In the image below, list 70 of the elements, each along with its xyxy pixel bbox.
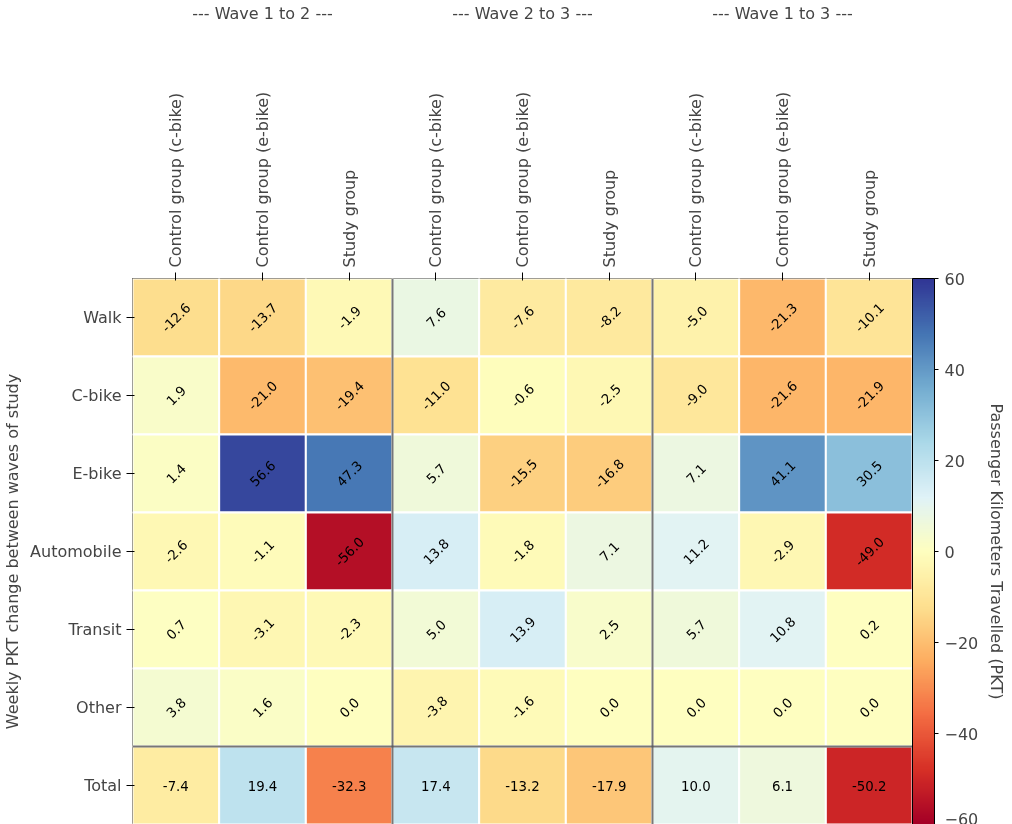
data-label: -2.9	[768, 537, 798, 567]
data-label: -1.6	[508, 693, 538, 723]
text: --- Wave 1 to 2 ---	[192, 3, 333, 23]
data-label: 0.0	[770, 695, 796, 721]
y-axis-title: Weekly PKT change between waves of study	[3, 373, 23, 730]
color-bar-label: −40	[944, 724, 979, 744]
y-tick-label: Other	[76, 698, 122, 717]
data-label: -17.9	[591, 778, 627, 794]
data-label: 0.2	[856, 617, 883, 643]
color-bar-label: −20	[944, 633, 979, 653]
text: --- Wave 2 to 3 ---	[452, 3, 593, 23]
x-tick-label: Control group (c-bike)	[426, 92, 446, 268]
data-label: -3.8	[421, 693, 451, 723]
x-tick-label: Control group (c-bike)	[686, 92, 706, 268]
y-tick-label: Total	[83, 776, 122, 795]
data-label: 0.0	[856, 695, 883, 721]
color-bar-title: Passenger Kilometers Travelled (PKT)	[986, 403, 1006, 700]
data-label: -5.0	[681, 303, 711, 333]
data-label: -7.6	[508, 303, 538, 333]
data-label: 1.6	[250, 695, 276, 721]
x-tick-label: Study group	[599, 169, 619, 268]
data-label: 7.1	[596, 539, 623, 565]
color-bar-label: 20	[944, 451, 965, 471]
data-label: 0.0	[683, 695, 709, 721]
data-label: 19.4	[247, 778, 278, 794]
data-label: -32.3	[331, 778, 367, 794]
x-tick-label: Control group (c-bike)	[166, 92, 186, 268]
x-tick-label: Control group (e-bike)	[513, 91, 532, 268]
data-label: 5.7	[683, 617, 709, 643]
y-tick-label: C-bike	[71, 386, 122, 405]
data-label: -7.4	[162, 778, 189, 794]
data-label: -2.3	[335, 615, 365, 645]
data-label: -8.2	[595, 303, 625, 333]
data-label: 17.4	[421, 778, 451, 794]
data-label: 5.7	[423, 461, 449, 487]
data-label: 0.0	[596, 695, 623, 721]
data-label: 1.9	[163, 383, 189, 409]
data-label: 5.0	[423, 617, 449, 643]
x-tick-label: Study group	[339, 169, 359, 268]
data-label: 3.8	[163, 695, 189, 721]
x-tick-label: Study group	[859, 169, 879, 268]
data-label: -1.9	[335, 303, 365, 333]
color-bar-label: 40	[944, 360, 965, 380]
color-bar-label: −60	[944, 809, 979, 824]
data-label: -50.2	[851, 778, 887, 794]
y-tick-label: Transit	[67, 620, 122, 639]
data-label: -2.6	[161, 537, 191, 567]
data-label: -1.1	[248, 537, 278, 567]
data-label: -9.0	[681, 381, 711, 411]
y-tick-label: Automobile	[30, 542, 122, 561]
color-bar-label: 0	[944, 542, 955, 562]
y-tick-label: Walk	[83, 308, 123, 327]
data-label: -1.8	[508, 537, 538, 567]
color-bar-label: 60	[944, 269, 965, 289]
data-label: -0.6	[508, 381, 538, 411]
data-label: 6.1	[771, 778, 794, 794]
x-tick-label: Control group (e-bike)	[773, 91, 792, 268]
text: --- Wave 1 to 3 ---	[712, 3, 853, 23]
data-label: 0.0	[336, 695, 363, 721]
data-label: -13.2	[505, 778, 540, 794]
data-label: 2.5	[596, 617, 623, 643]
data-label: -3.1	[248, 615, 278, 645]
data-label: 7.6	[423, 305, 449, 331]
data-label: 7.1	[683, 461, 709, 487]
data-label: 1.4	[163, 461, 189, 487]
data-label: -2.5	[595, 381, 625, 411]
x-tick-label: Control group (e-bike)	[253, 91, 272, 268]
data-label: 10.0	[681, 778, 711, 794]
y-tick-label: E-bike	[72, 464, 122, 483]
data-label: 0.7	[163, 617, 189, 643]
